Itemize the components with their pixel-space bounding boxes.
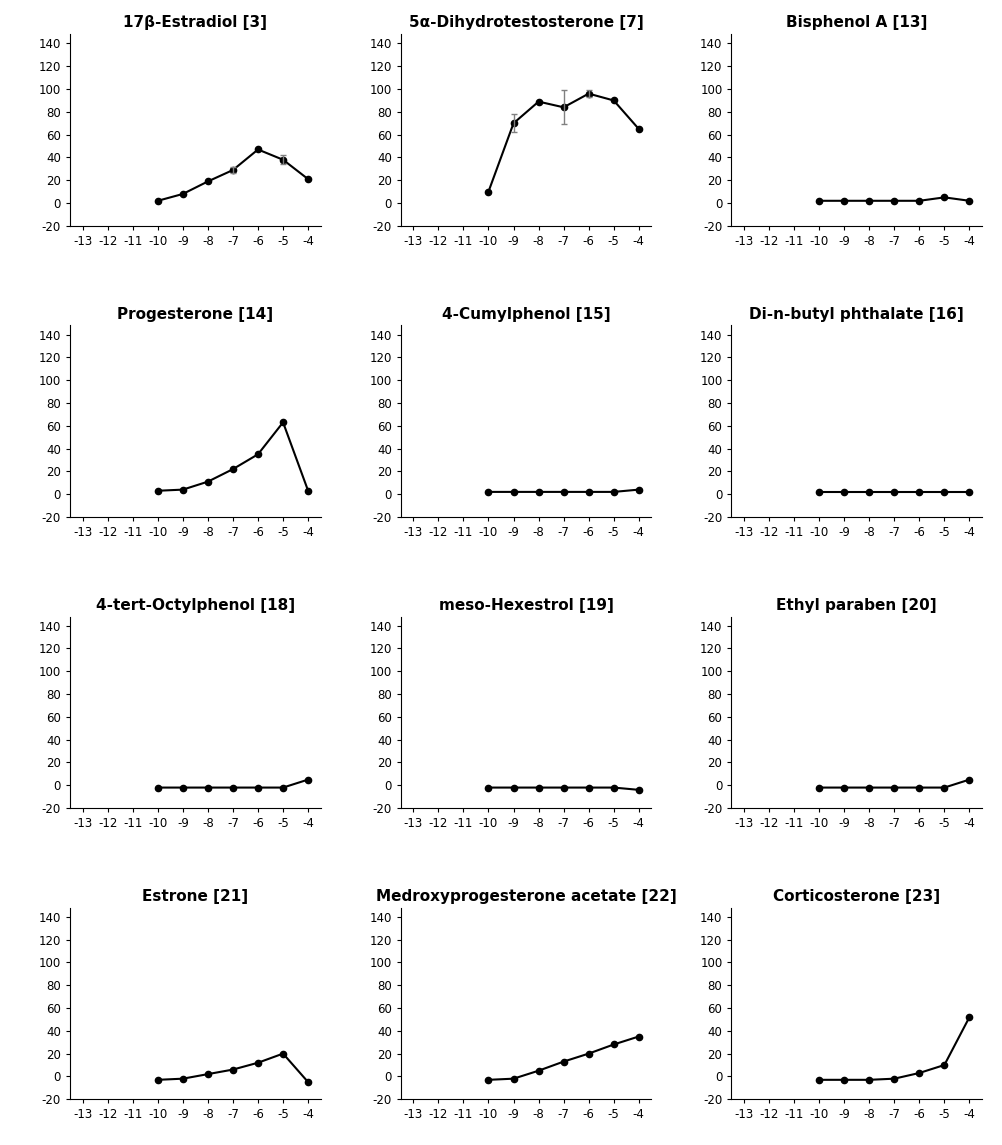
Title: 4-tert-Octylphenol [18]: 4-tert-Octylphenol [18] [96,598,295,613]
Title: Corticosterone [23]: Corticosterone [23] [774,889,940,903]
Title: 4-Cumylphenol [15]: 4-Cumylphenol [15] [442,307,610,322]
Title: 5α-Dihydrotestosterone [7]: 5α-Dihydrotestosterone [7] [409,15,643,31]
Title: Medroxyprogesterone acetate [22]: Medroxyprogesterone acetate [22] [376,889,676,903]
Title: Estrone [21]: Estrone [21] [142,889,248,903]
Title: Bisphenol A [13]: Bisphenol A [13] [786,15,928,31]
Title: 17β-Estradiol [3]: 17β-Estradiol [3] [123,15,268,31]
Title: Di-n-butyl phthalate [16]: Di-n-butyl phthalate [16] [749,307,964,322]
Title: Ethyl paraben [20]: Ethyl paraben [20] [777,598,937,613]
Title: Progesterone [14]: Progesterone [14] [117,307,274,322]
Title: meso-Hexestrol [19]: meso-Hexestrol [19] [439,598,613,613]
